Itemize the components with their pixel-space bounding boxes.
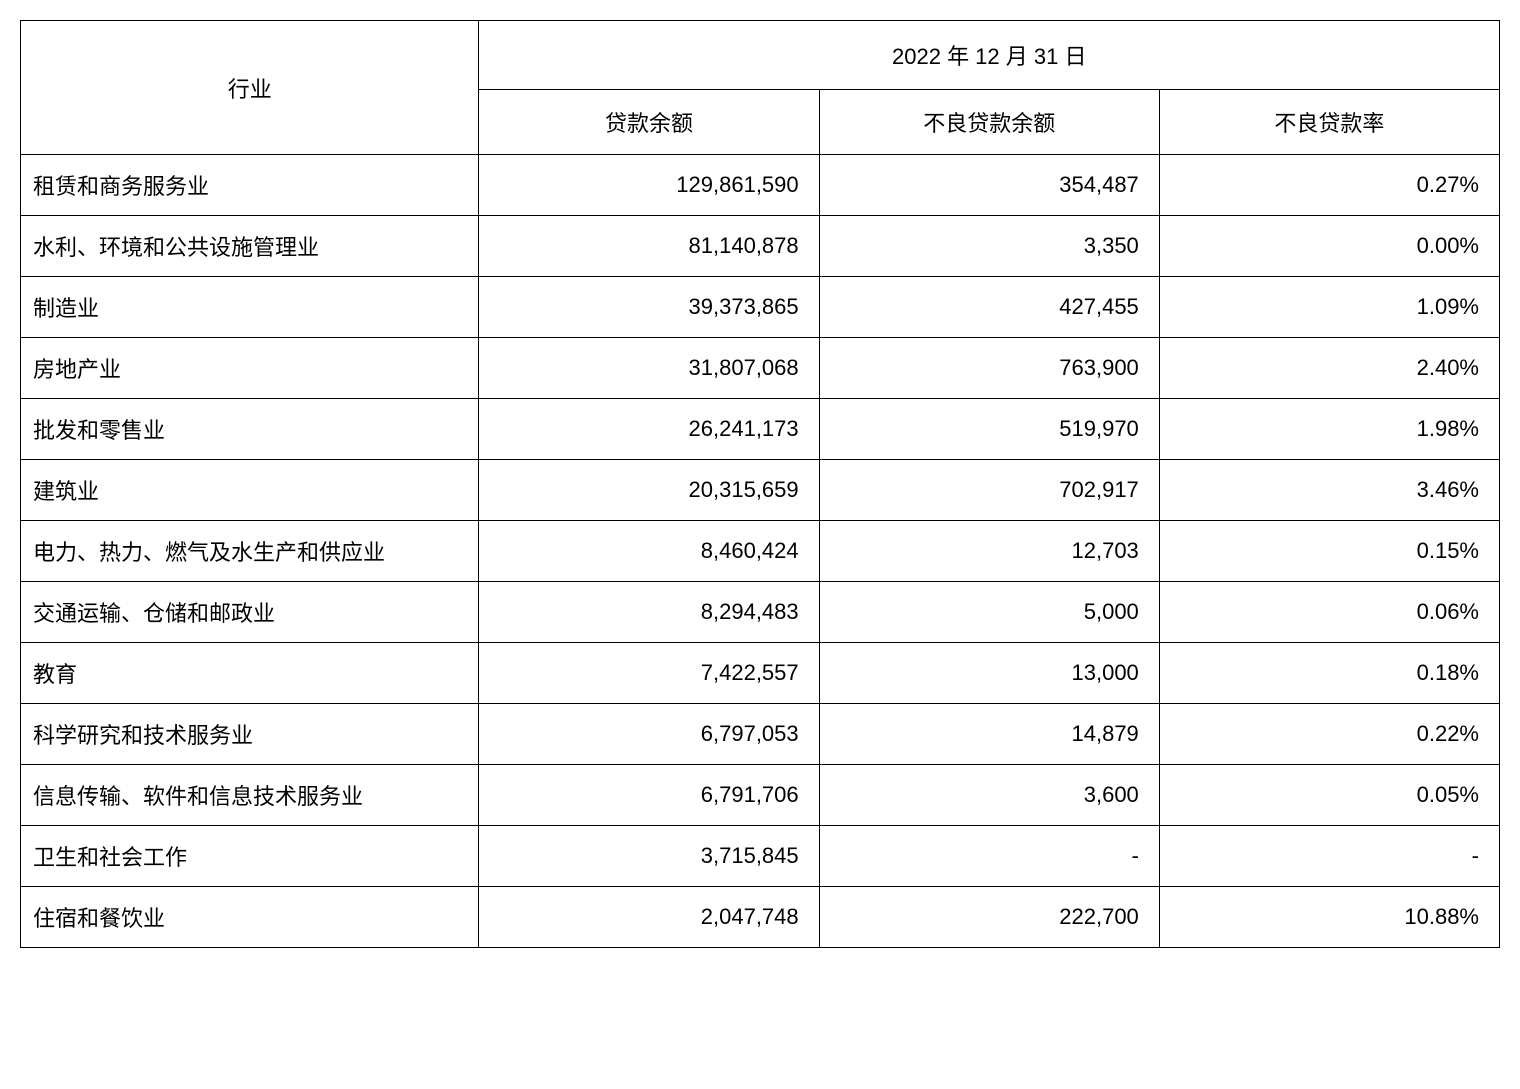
cell-npl-ratio: 0.15% [1159,521,1499,582]
table-row: 科学研究和技术服务业6,797,05314,8790.22% [21,704,1500,765]
cell-npl-balance: 5,000 [819,582,1159,643]
cell-npl-ratio: 10.88% [1159,887,1499,948]
cell-loan-balance: 2,047,748 [479,887,819,948]
cell-npl-ratio: 0.27% [1159,155,1499,216]
cell-industry: 电力、热力、燃气及水生产和供应业 [21,521,479,582]
cell-industry: 批发和零售业 [21,399,479,460]
cell-npl-balance: 13,000 [819,643,1159,704]
cell-npl-balance: 702,917 [819,460,1159,521]
table-row: 住宿和餐饮业2,047,748222,70010.88% [21,887,1500,948]
cell-npl-balance: 222,700 [819,887,1159,948]
header-loan-balance: 贷款余额 [479,90,819,155]
cell-npl-balance: 427,455 [819,277,1159,338]
cell-npl-balance: 354,487 [819,155,1159,216]
table-row: 租赁和商务服务业129,861,590354,4870.27% [21,155,1500,216]
cell-loan-balance: 39,373,865 [479,277,819,338]
header-npl-balance: 不良贷款余额 [819,90,1159,155]
cell-npl-ratio: 2.40% [1159,338,1499,399]
cell-loan-balance: 81,140,878 [479,216,819,277]
cell-industry: 住宿和餐饮业 [21,887,479,948]
table-row: 卫生和社会工作3,715,845-- [21,826,1500,887]
header-row-1: 行业 2022 年 12 月 31 日 [21,21,1500,90]
header-npl-ratio: 不良贷款率 [1159,90,1499,155]
cell-npl-balance: 12,703 [819,521,1159,582]
cell-loan-balance: 3,715,845 [479,826,819,887]
cell-loan-balance: 129,861,590 [479,155,819,216]
table-row: 信息传输、软件和信息技术服务业6,791,7063,6000.05% [21,765,1500,826]
cell-npl-ratio: 0.06% [1159,582,1499,643]
cell-npl-balance: 3,600 [819,765,1159,826]
cell-industry: 交通运输、仓储和邮政业 [21,582,479,643]
cell-industry: 制造业 [21,277,479,338]
cell-npl-ratio: 3.46% [1159,460,1499,521]
cell-npl-balance: 763,900 [819,338,1159,399]
header-industry: 行业 [21,21,479,155]
cell-npl-ratio: 1.98% [1159,399,1499,460]
cell-industry: 建筑业 [21,460,479,521]
table-header: 行业 2022 年 12 月 31 日 贷款余额 不良贷款余额 不良贷款率 [21,21,1500,155]
cell-loan-balance: 6,797,053 [479,704,819,765]
table-row: 电力、热力、燃气及水生产和供应业8,460,42412,7030.15% [21,521,1500,582]
cell-npl-ratio: 1.09% [1159,277,1499,338]
cell-npl-ratio: 0.00% [1159,216,1499,277]
cell-industry: 信息传输、软件和信息技术服务业 [21,765,479,826]
cell-npl-balance: - [819,826,1159,887]
cell-npl-balance: 3,350 [819,216,1159,277]
cell-loan-balance: 8,294,483 [479,582,819,643]
cell-npl-ratio: - [1159,826,1499,887]
header-date: 2022 年 12 月 31 日 [479,21,1500,90]
loan-industry-table: 行业 2022 年 12 月 31 日 贷款余额 不良贷款余额 不良贷款率 租赁… [20,20,1500,948]
cell-loan-balance: 8,460,424 [479,521,819,582]
cell-npl-ratio: 0.18% [1159,643,1499,704]
table-row: 水利、环境和公共设施管理业81,140,8783,3500.00% [21,216,1500,277]
cell-industry: 房地产业 [21,338,479,399]
table-row: 批发和零售业26,241,173519,9701.98% [21,399,1500,460]
table-row: 交通运输、仓储和邮政业8,294,4835,0000.06% [21,582,1500,643]
cell-npl-balance: 14,879 [819,704,1159,765]
table-row: 建筑业20,315,659702,9173.46% [21,460,1500,521]
cell-industry: 租赁和商务服务业 [21,155,479,216]
cell-npl-ratio: 0.22% [1159,704,1499,765]
cell-loan-balance: 6,791,706 [479,765,819,826]
table-body: 租赁和商务服务业129,861,590354,4870.27%水利、环境和公共设… [21,155,1500,948]
cell-npl-balance: 519,970 [819,399,1159,460]
loan-industry-table-container: 行业 2022 年 12 月 31 日 贷款余额 不良贷款余额 不良贷款率 租赁… [20,20,1500,948]
cell-industry: 教育 [21,643,479,704]
cell-industry: 科学研究和技术服务业 [21,704,479,765]
cell-loan-balance: 26,241,173 [479,399,819,460]
cell-loan-balance: 31,807,068 [479,338,819,399]
cell-loan-balance: 7,422,557 [479,643,819,704]
cell-industry: 卫生和社会工作 [21,826,479,887]
cell-npl-ratio: 0.05% [1159,765,1499,826]
cell-loan-balance: 20,315,659 [479,460,819,521]
cell-industry: 水利、环境和公共设施管理业 [21,216,479,277]
table-row: 教育7,422,55713,0000.18% [21,643,1500,704]
table-row: 制造业39,373,865427,4551.09% [21,277,1500,338]
table-row: 房地产业31,807,068763,9002.40% [21,338,1500,399]
